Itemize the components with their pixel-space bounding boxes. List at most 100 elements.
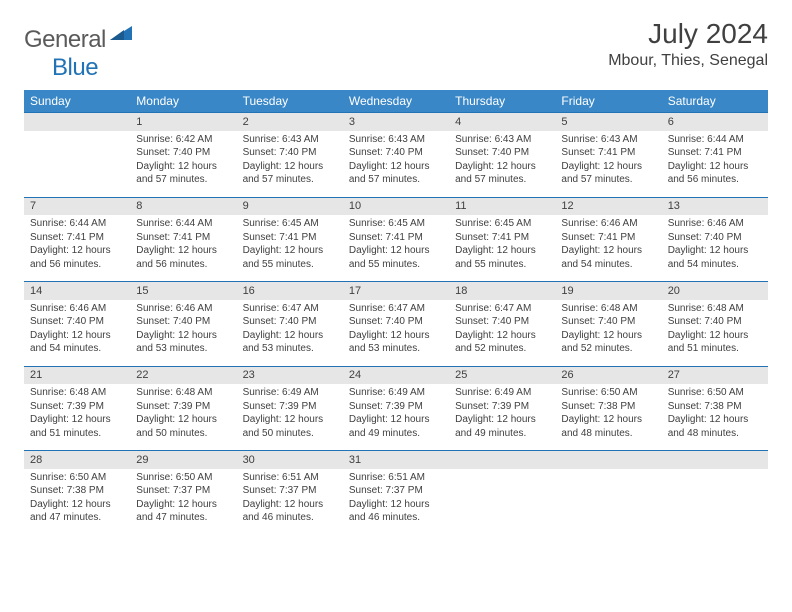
- daylight-text: Daylight: 12 hours and 56 minutes.: [30, 244, 124, 271]
- sunset-text: Sunset: 7:40 PM: [668, 315, 762, 329]
- day-number: 13: [662, 197, 768, 215]
- day-number: 28: [24, 451, 130, 469]
- daylight-text: Daylight: 12 hours and 48 minutes.: [668, 413, 762, 440]
- day-cell: [555, 469, 661, 535]
- day-cell: Sunrise: 6:48 AMSunset: 7:39 PMDaylight:…: [130, 384, 236, 451]
- brand-triangle-icon: [110, 24, 132, 45]
- sunrise-text: Sunrise: 6:46 AM: [668, 217, 762, 231]
- day-cell: Sunrise: 6:48 AMSunset: 7:40 PMDaylight:…: [555, 300, 661, 367]
- daylight-text: Daylight: 12 hours and 57 minutes.: [349, 160, 443, 187]
- sunset-text: Sunset: 7:40 PM: [561, 315, 655, 329]
- sunset-text: Sunset: 7:41 PM: [561, 146, 655, 160]
- day-cell: Sunrise: 6:46 AMSunset: 7:40 PMDaylight:…: [24, 300, 130, 367]
- day-number: 16: [237, 282, 343, 300]
- daylight-text: Daylight: 12 hours and 51 minutes.: [30, 413, 124, 440]
- day-cell: [449, 469, 555, 535]
- sunrise-text: Sunrise: 6:49 AM: [349, 386, 443, 400]
- daylight-text: Daylight: 12 hours and 55 minutes.: [243, 244, 337, 271]
- sunrise-text: Sunrise: 6:44 AM: [668, 133, 762, 147]
- day-number-row: 14151617181920: [24, 282, 768, 300]
- day-number: 15: [130, 282, 236, 300]
- day-number: [449, 451, 555, 469]
- daylight-text: Daylight: 12 hours and 55 minutes.: [349, 244, 443, 271]
- day-number: 29: [130, 451, 236, 469]
- sunrise-text: Sunrise: 6:51 AM: [349, 471, 443, 485]
- day-header: Friday: [555, 90, 661, 113]
- day-content-row: Sunrise: 6:46 AMSunset: 7:40 PMDaylight:…: [24, 300, 768, 367]
- sunrise-text: Sunrise: 6:47 AM: [243, 302, 337, 316]
- sunset-text: Sunset: 7:40 PM: [243, 146, 337, 160]
- day-cell: Sunrise: 6:45 AMSunset: 7:41 PMDaylight:…: [449, 215, 555, 282]
- sunrise-text: Sunrise: 6:48 AM: [561, 302, 655, 316]
- day-cell: Sunrise: 6:51 AMSunset: 7:37 PMDaylight:…: [343, 469, 449, 535]
- day-cell: [24, 131, 130, 198]
- daylight-text: Daylight: 12 hours and 53 minutes.: [243, 329, 337, 356]
- sunset-text: Sunset: 7:37 PM: [349, 484, 443, 498]
- day-cell: Sunrise: 6:49 AMSunset: 7:39 PMDaylight:…: [237, 384, 343, 451]
- day-number: 8: [130, 197, 236, 215]
- sunrise-text: Sunrise: 6:49 AM: [455, 386, 549, 400]
- title-block: July 2024 Mbour, Thies, Senegal: [608, 18, 768, 70]
- sunset-text: Sunset: 7:41 PM: [30, 231, 124, 245]
- day-number: 25: [449, 366, 555, 384]
- sunrise-text: Sunrise: 6:43 AM: [561, 133, 655, 147]
- sunrise-text: Sunrise: 6:46 AM: [561, 217, 655, 231]
- sunset-text: Sunset: 7:40 PM: [455, 146, 549, 160]
- sunset-text: Sunset: 7:40 PM: [349, 315, 443, 329]
- daylight-text: Daylight: 12 hours and 52 minutes.: [455, 329, 549, 356]
- daylight-text: Daylight: 12 hours and 54 minutes.: [561, 244, 655, 271]
- day-header-row: SundayMondayTuesdayWednesdayThursdayFrid…: [24, 90, 768, 113]
- sunrise-text: Sunrise: 6:49 AM: [243, 386, 337, 400]
- daylight-text: Daylight: 12 hours and 57 minutes.: [243, 160, 337, 187]
- day-cell: Sunrise: 6:44 AMSunset: 7:41 PMDaylight:…: [24, 215, 130, 282]
- day-cell: Sunrise: 6:47 AMSunset: 7:40 PMDaylight:…: [237, 300, 343, 367]
- day-cell: Sunrise: 6:50 AMSunset: 7:38 PMDaylight:…: [662, 384, 768, 451]
- day-number: 27: [662, 366, 768, 384]
- sunrise-text: Sunrise: 6:45 AM: [455, 217, 549, 231]
- sunset-text: Sunset: 7:41 PM: [561, 231, 655, 245]
- sunset-text: Sunset: 7:40 PM: [243, 315, 337, 329]
- day-number: 26: [555, 366, 661, 384]
- day-cell: Sunrise: 6:50 AMSunset: 7:38 PMDaylight:…: [555, 384, 661, 451]
- day-number: 2: [237, 113, 343, 131]
- day-number: 19: [555, 282, 661, 300]
- day-cell: Sunrise: 6:43 AMSunset: 7:40 PMDaylight:…: [343, 131, 449, 198]
- sunrise-text: Sunrise: 6:50 AM: [136, 471, 230, 485]
- daylight-text: Daylight: 12 hours and 55 minutes.: [455, 244, 549, 271]
- brand-logo: General: [24, 24, 134, 55]
- day-cell: Sunrise: 6:43 AMSunset: 7:40 PMDaylight:…: [237, 131, 343, 198]
- sunset-text: Sunset: 7:38 PM: [30, 484, 124, 498]
- sunrise-text: Sunrise: 6:43 AM: [243, 133, 337, 147]
- daylight-text: Daylight: 12 hours and 51 minutes.: [668, 329, 762, 356]
- brand-part1: General: [24, 26, 106, 54]
- day-number: 6: [662, 113, 768, 131]
- day-number: [662, 451, 768, 469]
- sunset-text: Sunset: 7:40 PM: [349, 146, 443, 160]
- sunset-text: Sunset: 7:41 PM: [136, 231, 230, 245]
- day-number: 31: [343, 451, 449, 469]
- day-number: [24, 113, 130, 131]
- day-cell: Sunrise: 6:49 AMSunset: 7:39 PMDaylight:…: [449, 384, 555, 451]
- daylight-text: Daylight: 12 hours and 53 minutes.: [136, 329, 230, 356]
- day-number: 24: [343, 366, 449, 384]
- sunrise-text: Sunrise: 6:48 AM: [136, 386, 230, 400]
- sunrise-text: Sunrise: 6:46 AM: [30, 302, 124, 316]
- sunset-text: Sunset: 7:39 PM: [243, 400, 337, 414]
- daylight-text: Daylight: 12 hours and 57 minutes.: [561, 160, 655, 187]
- sunset-text: Sunset: 7:37 PM: [136, 484, 230, 498]
- day-number: 30: [237, 451, 343, 469]
- sunset-text: Sunset: 7:40 PM: [668, 231, 762, 245]
- sunset-text: Sunset: 7:41 PM: [243, 231, 337, 245]
- day-cell: Sunrise: 6:51 AMSunset: 7:37 PMDaylight:…: [237, 469, 343, 535]
- day-content-row: Sunrise: 6:44 AMSunset: 7:41 PMDaylight:…: [24, 215, 768, 282]
- daylight-text: Daylight: 12 hours and 54 minutes.: [30, 329, 124, 356]
- day-number: 1: [130, 113, 236, 131]
- day-cell: [662, 469, 768, 535]
- day-cell: Sunrise: 6:44 AMSunset: 7:41 PMDaylight:…: [662, 131, 768, 198]
- sunrise-text: Sunrise: 6:50 AM: [668, 386, 762, 400]
- sunrise-text: Sunrise: 6:51 AM: [243, 471, 337, 485]
- day-number-row: 28293031: [24, 451, 768, 469]
- day-cell: Sunrise: 6:46 AMSunset: 7:41 PMDaylight:…: [555, 215, 661, 282]
- daylight-text: Daylight: 12 hours and 57 minutes.: [455, 160, 549, 187]
- location: Mbour, Thies, Senegal: [608, 52, 768, 70]
